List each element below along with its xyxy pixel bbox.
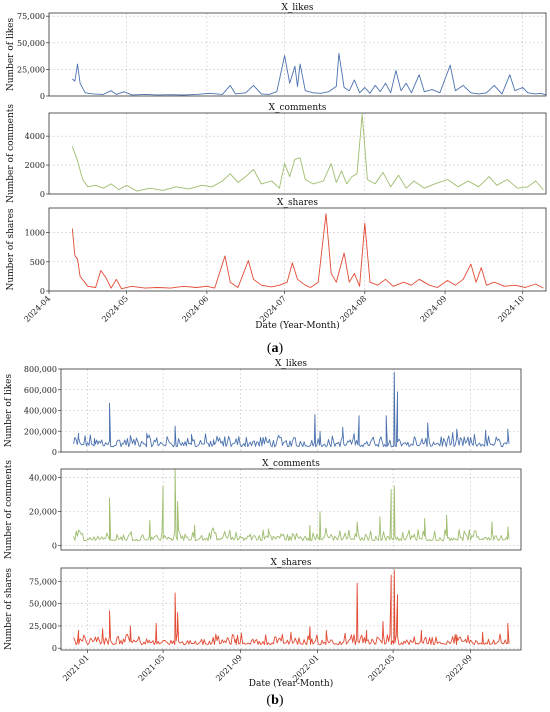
plot-frame xyxy=(60,468,522,551)
y-tick-label: 200,000 xyxy=(24,427,57,436)
x-tick-label: 2024-08 xyxy=(338,294,368,324)
panel-title: X_shares xyxy=(271,558,312,568)
y-axis-label: Number of comments xyxy=(6,104,16,203)
y-tick-label: 2000 xyxy=(25,161,45,170)
y-tick-label: 50,000 xyxy=(17,39,45,48)
y-tick-label: 400,000 xyxy=(24,407,57,416)
x-axis-label: Date (Year-Month) xyxy=(249,678,333,689)
y-tick-label: 25,000 xyxy=(17,65,45,74)
y-tick-label: 25,000 xyxy=(29,622,57,631)
y-axis-label: Number of shares xyxy=(4,568,14,650)
panel-title: X_likes xyxy=(275,359,307,369)
plot-frame xyxy=(48,207,547,292)
y-tick-label: 800,000 xyxy=(24,365,57,374)
caption-letter: b xyxy=(271,693,279,708)
caption-open-paren: ( xyxy=(266,693,271,708)
plot-frame xyxy=(48,112,547,195)
plot-frame xyxy=(60,567,522,651)
caption-close-paren: ) xyxy=(279,341,284,356)
y-tick-label: 0 xyxy=(40,287,45,296)
y-tick-label: 50,000 xyxy=(29,600,57,609)
y-tick-label: 20,000 xyxy=(29,508,57,517)
y-axis-label: Number of shares xyxy=(6,208,16,290)
panel-title: X_comments xyxy=(269,103,327,113)
series-line-likes xyxy=(72,52,547,96)
x-tick-label: 2024-05 xyxy=(100,294,130,324)
y-tick-label: 40,000 xyxy=(29,474,57,483)
x-tick-label: 2021-05 xyxy=(137,653,167,683)
x-tick-label: 2024-10 xyxy=(496,294,526,324)
y-tick-label: 4000 xyxy=(25,132,45,141)
panel-title: X_shares xyxy=(277,198,318,208)
x-tick-label: 2022-05 xyxy=(367,653,397,683)
panel-title: X_likes xyxy=(281,3,313,13)
y-tick-label: 0 xyxy=(52,448,57,457)
series-line-likes xyxy=(73,371,510,448)
y-axis-label: Number of likes xyxy=(4,374,14,448)
x-axis-label: Date (Year-Month) xyxy=(255,320,339,331)
y-tick-label: 0 xyxy=(52,542,57,551)
x-tick-label: 2024-09 xyxy=(419,294,449,324)
series-line-comments xyxy=(71,113,544,192)
series-line-shares xyxy=(73,569,510,646)
y-axis-label: Number of comments xyxy=(4,460,14,559)
x-tick-label: 2024-06 xyxy=(180,294,210,324)
x-tick-label: 2024-07 xyxy=(258,294,288,324)
y-tick-label: 1000 xyxy=(25,229,45,238)
x-tick-label: 2024-04 xyxy=(23,294,53,324)
y-tick-label: 75,000 xyxy=(29,577,57,586)
x-tick-label: 2021-01 xyxy=(61,653,91,683)
y-tick-label: 500 xyxy=(30,258,45,267)
series-line-comments xyxy=(73,468,510,542)
x-tick-label: 2021-09 xyxy=(214,653,244,683)
panel-caption: (b) xyxy=(266,693,283,708)
panel-title: X_comments xyxy=(262,459,320,469)
caption-open-paren: ( xyxy=(267,341,272,356)
plot-frame xyxy=(48,12,547,97)
y-tick-label: 600,000 xyxy=(24,386,57,395)
panel-caption: (a) xyxy=(267,341,284,356)
y-tick-label: 0 xyxy=(52,644,57,653)
y-tick-label: 0 xyxy=(40,92,45,101)
caption-letter: a xyxy=(272,341,279,356)
x-tick-label: 2022-09 xyxy=(444,653,474,683)
y-tick-label: 0 xyxy=(40,190,45,199)
y-tick-label: 75,000 xyxy=(17,12,45,21)
y-axis-label: Number of likes xyxy=(6,18,16,92)
caption-close-paren: ) xyxy=(279,693,284,708)
series-line-shares xyxy=(71,213,544,290)
